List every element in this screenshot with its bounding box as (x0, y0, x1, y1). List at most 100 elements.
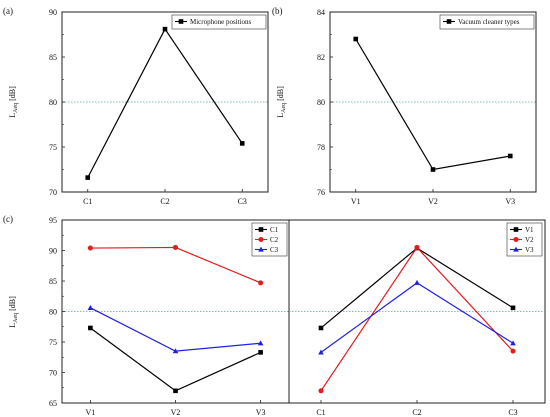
panel-label: (c) (3, 214, 13, 224)
y-tick-label: 75 (49, 143, 57, 152)
legend: Vacuum cleaner types (439, 14, 535, 30)
y-tick-label: 65 (49, 399, 57, 408)
series-Vacuum cleaner types (353, 36, 513, 172)
legend-marker (446, 19, 452, 24)
legend-label: C2 (270, 236, 279, 244)
data-point (510, 340, 516, 346)
x-tick-label: V3 (505, 197, 515, 206)
y-tick-label: 95 (49, 216, 57, 225)
data-point (414, 244, 420, 250)
y-axis-label: LAeq [dB] (8, 86, 19, 118)
data-point (318, 325, 324, 331)
legend: Microphone positions (171, 14, 267, 30)
chart-panel-3: 65 70 75 80 85 90 95 V1 V2 V3 LAeq [dB] (c) C1 C2 C3 (3, 214, 290, 417)
series-line (90, 246, 261, 284)
series-line (320, 246, 514, 392)
y-axis-label: LAeq [dB] (8, 296, 19, 328)
y-tick-label: 84 (317, 8, 325, 17)
series-C3 (87, 304, 264, 354)
panel-label: (b) (272, 6, 283, 16)
data-point (258, 280, 264, 286)
data-point (239, 141, 245, 146)
y-tick-label: 80 (49, 98, 57, 107)
x-tick-label: C3 (238, 197, 247, 206)
legend-box (439, 14, 535, 30)
legend: V1 V2 V3 (506, 222, 543, 257)
series-C2 (87, 244, 264, 286)
y-axis-label-sub: Aeq (281, 103, 287, 113)
y-tick-label: 85 (49, 277, 57, 286)
x-tick-label: C3 (508, 408, 517, 417)
series-V3 (318, 279, 516, 355)
legend-box (171, 14, 267, 30)
legend-marker (178, 19, 184, 24)
legend-marker (513, 237, 519, 242)
y-tick-label: 90 (49, 247, 57, 256)
legend-label: V2 (525, 236, 534, 244)
legend-marker (513, 227, 519, 232)
y-tick-label: 76 (317, 188, 325, 197)
chart-panel-4: C1 C2 C3 V1 V2 V3 (288, 219, 546, 417)
legend-label: C3 (270, 246, 279, 254)
chart-panel-2: 76 78 80 82 84 V1 V2 V3 LAeq [dB] (b) Vacuum clean… (272, 6, 537, 206)
data-point (85, 175, 91, 180)
x-tick-label: V1 (85, 408, 95, 417)
series-line (87, 27, 243, 178)
data-point (257, 340, 264, 346)
y-axis-label-unit: [dB] (8, 86, 17, 103)
data-point (510, 305, 516, 311)
data-point (173, 244, 178, 250)
series-C1 (88, 325, 263, 394)
legend-label: Vacuum cleaner types (458, 18, 520, 26)
legend-marker (258, 237, 264, 242)
data-point (507, 153, 513, 159)
y-tick-label: 70 (49, 369, 57, 378)
y-axis-label-unit: [dB] (8, 296, 17, 313)
legend-label: V3 (525, 246, 534, 254)
data-point (87, 304, 94, 310)
x-tick-label: V1 (351, 197, 361, 206)
data-point (173, 388, 178, 394)
y-tick-label: 70 (49, 188, 57, 197)
y-tick-label: 85 (49, 53, 57, 62)
data-point (430, 167, 436, 172)
legend-marker (513, 246, 519, 252)
data-point (414, 279, 420, 285)
y-axis-label-main: L (276, 113, 285, 118)
x-tick-label: V3 (256, 408, 266, 417)
legend-label: C1 (270, 226, 279, 234)
y-tick-label: 80 (317, 98, 325, 107)
y-axis-label: LAeq [dB] (276, 86, 287, 118)
data-point (353, 36, 359, 42)
series-line (320, 282, 514, 353)
y-axis-label-unit: [dB] (276, 86, 285, 103)
data-point (87, 245, 93, 251)
series-line (320, 247, 514, 329)
data-point (258, 350, 263, 355)
y-tick-label: 80 (49, 308, 57, 317)
y-axis-label-sub: Aeq (13, 313, 19, 323)
y-tick-label: 82 (317, 53, 325, 62)
data-point (88, 325, 93, 331)
y-tick-label: 90 (49, 8, 57, 17)
y-axis-label-sub: Aeq (13, 103, 19, 113)
data-point (318, 349, 324, 355)
series-V1 (318, 245, 516, 331)
x-tick-label: C2 (412, 408, 421, 417)
legend: C1 C2 C3 (251, 222, 288, 257)
chart-panel-1: 70 75 80 85 90 C1 C2 C3 LAeq [dB] (a) Microphone p… (3, 6, 269, 206)
data-point (172, 348, 179, 354)
x-tick-label: V2 (171, 408, 181, 417)
series-V2 (318, 244, 516, 394)
x-tick-label: C1 (83, 197, 92, 206)
series-Microphone positions (85, 26, 245, 180)
x-tick-label: C2 (160, 197, 169, 206)
series-line (90, 307, 261, 352)
panel-label: (a) (3, 6, 13, 16)
legend-marker (258, 227, 264, 232)
y-axis-label-main: L (8, 323, 17, 328)
legend-marker (258, 246, 264, 252)
data-point (318, 388, 324, 394)
x-tick-label: C1 (316, 408, 325, 417)
